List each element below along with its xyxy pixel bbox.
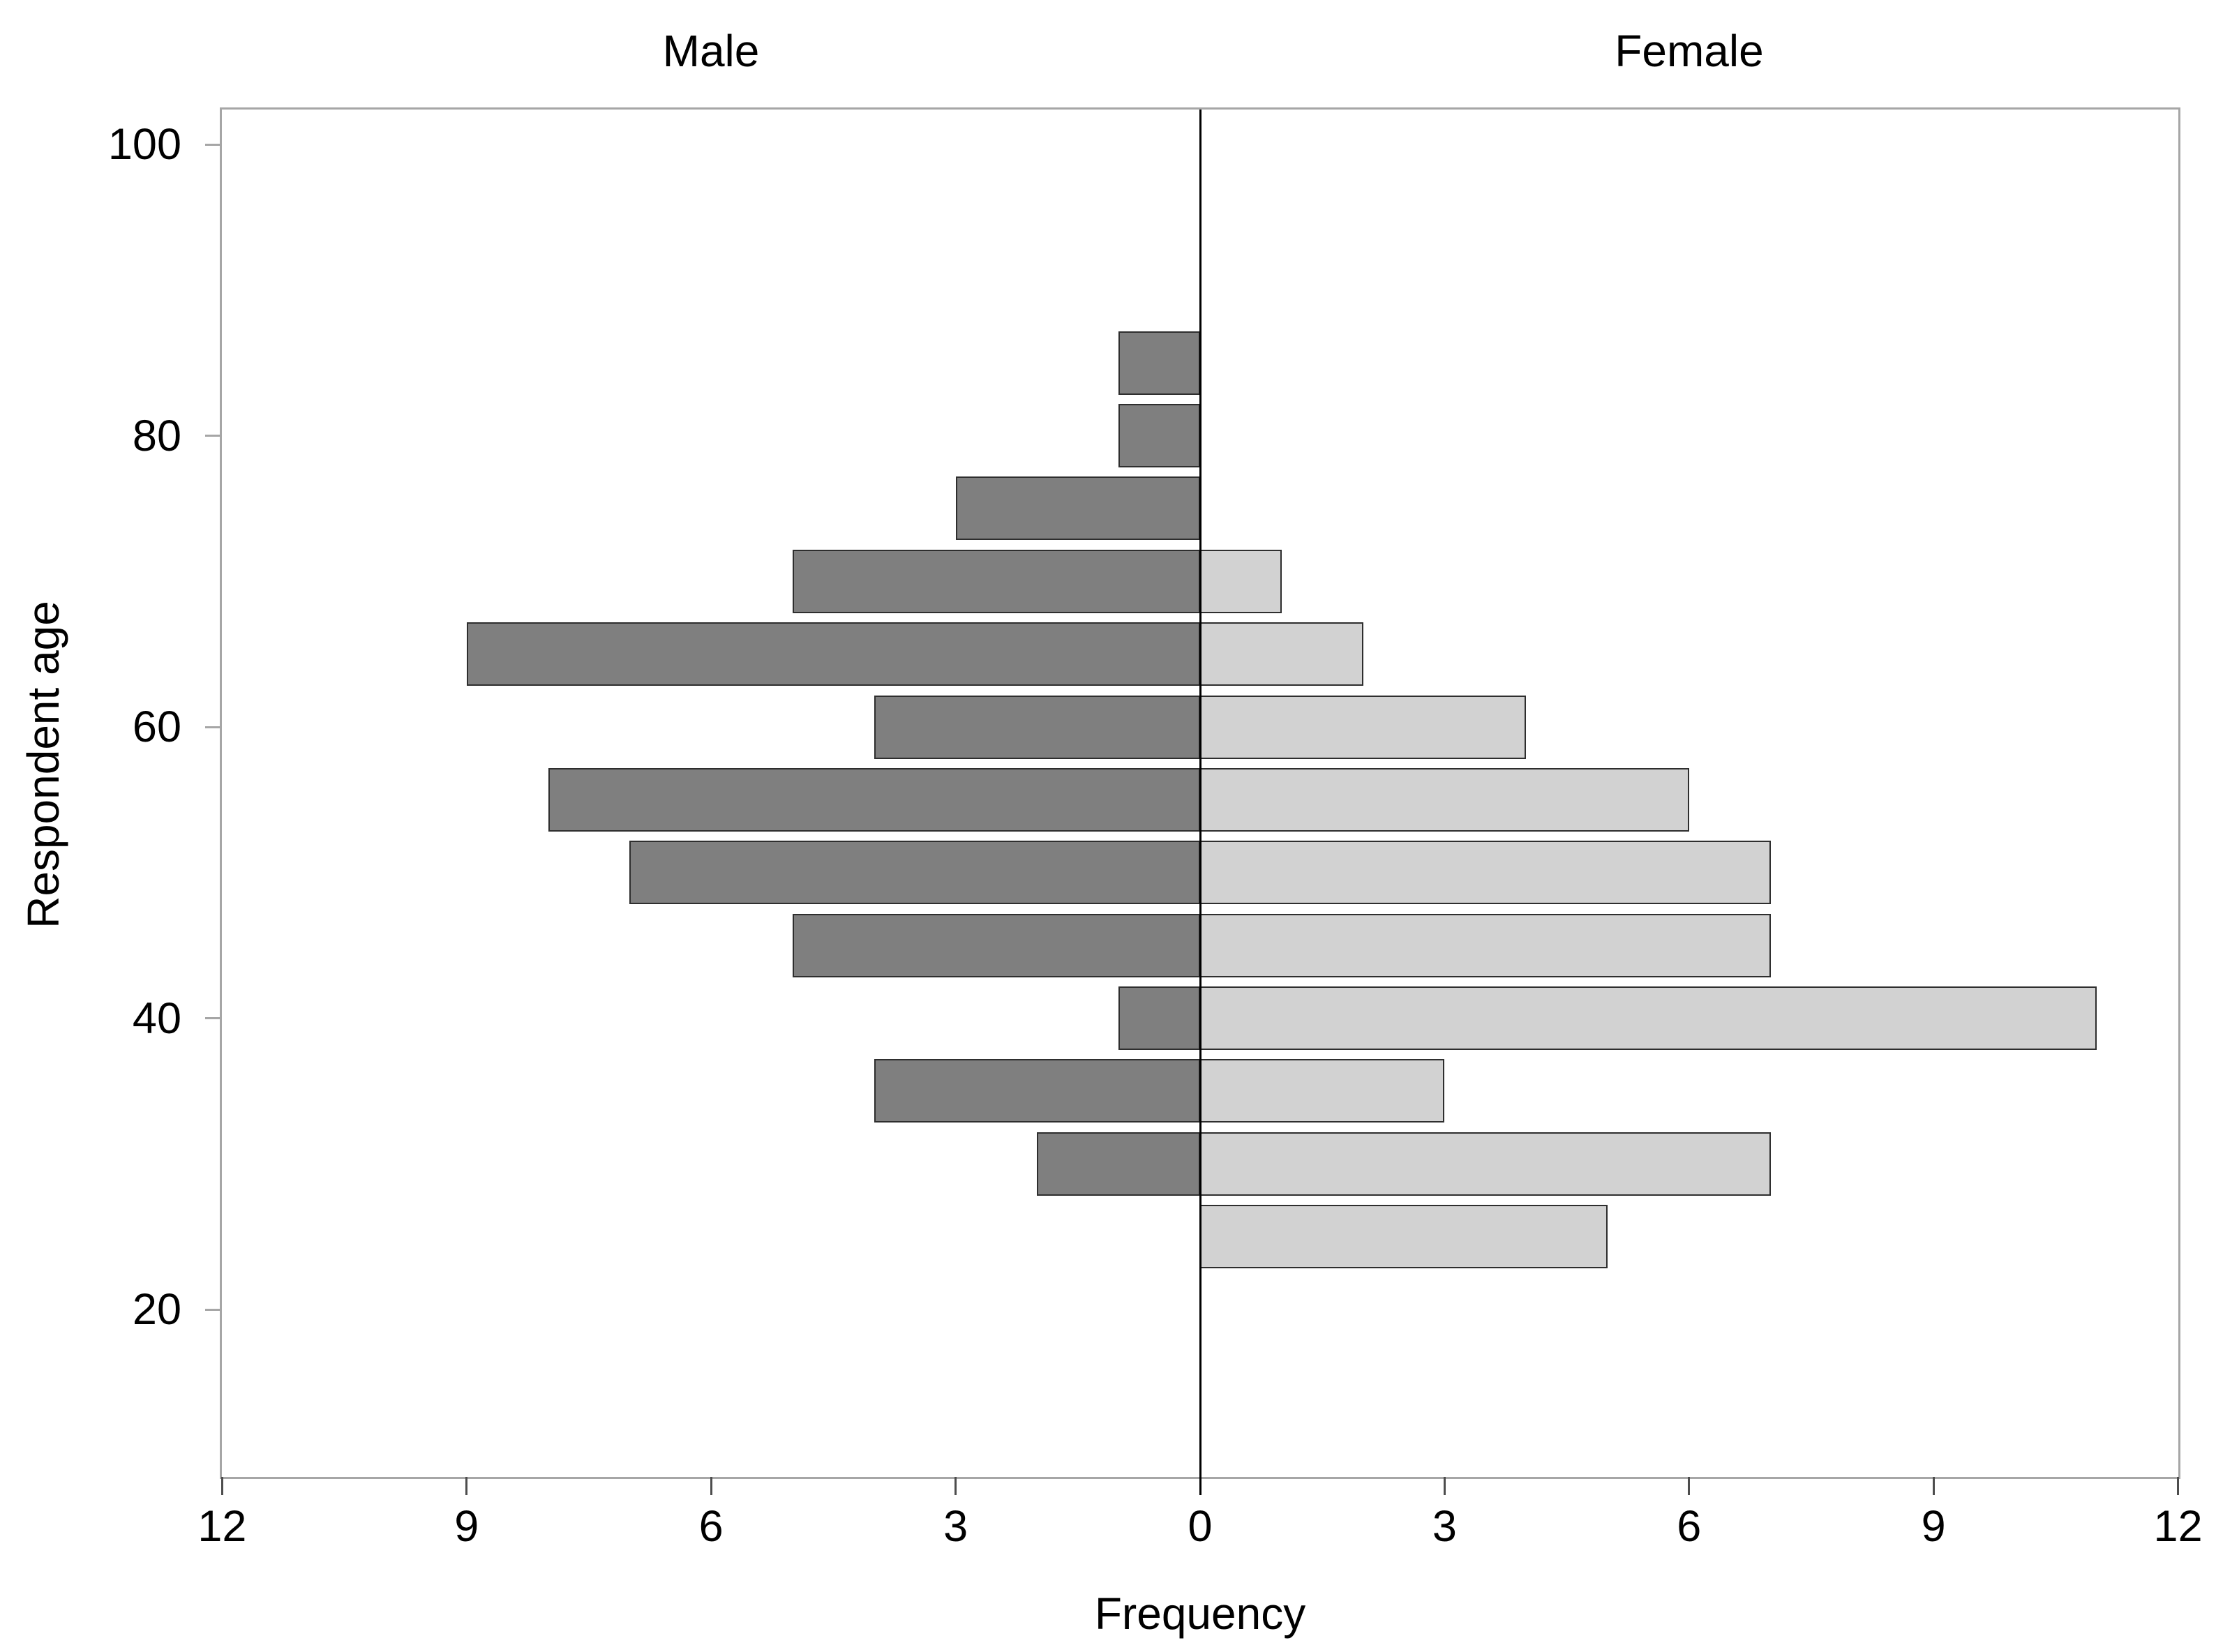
y-tick-80 [205, 435, 222, 437]
x-tick-3-right [1443, 1477, 1446, 1495]
male-bar-age-40 [1118, 986, 1200, 1051]
male-bar-age-65 [466, 622, 1200, 686]
female-bar-age-70 [1200, 549, 1282, 613]
male-bar-age-45 [793, 913, 1200, 977]
center-axis-line [1199, 110, 1201, 1495]
y-tick-label-80: 80 [132, 411, 181, 460]
y-tick-20 [205, 1308, 222, 1311]
x-tick-label-9-right: 9 [1921, 1502, 1946, 1551]
male-bar-age-30 [1037, 1132, 1200, 1196]
x-tick-label-12-left: 12 [197, 1502, 247, 1551]
right-panel-title: Female [1615, 26, 1764, 76]
y-tick-60 [205, 726, 222, 728]
male-bar-age-60 [874, 695, 1200, 759]
y-tick-label-40: 40 [132, 993, 181, 1043]
x-tick-6-right [1688, 1477, 1691, 1495]
x-tick-12-right [2177, 1477, 2180, 1495]
y-tick-label-60: 60 [132, 703, 181, 752]
male-bar-age-55 [548, 767, 1200, 832]
male-bar-age-75 [955, 476, 1200, 541]
x-tick-label-6-right: 6 [1677, 1502, 1702, 1551]
x-tick-label-3-right: 3 [1432, 1502, 1457, 1551]
y-tick-label-100: 100 [107, 120, 181, 170]
x-tick-label-12-right: 12 [2153, 1502, 2203, 1551]
female-bar-age-25 [1200, 1205, 1608, 1269]
x-tick-9-right [1932, 1477, 1935, 1495]
x-tick-3-left [954, 1477, 957, 1495]
female-bar-age-40 [1200, 986, 2097, 1051]
male-bar-age-70 [793, 549, 1200, 613]
y-tick-100 [205, 143, 222, 146]
female-bar-age-50 [1200, 841, 1771, 905]
left-panel-title: Male [662, 26, 760, 76]
x-tick-9-left [465, 1477, 468, 1495]
female-bar-age-30 [1200, 1132, 1771, 1196]
y-tick-label-20: 20 [132, 1285, 181, 1335]
x-tick-label-0: 0 [1188, 1502, 1213, 1551]
x-tick-label-3-left: 3 [943, 1502, 968, 1551]
x-tick-12-left [220, 1477, 223, 1495]
male-bar-age-85 [1118, 331, 1200, 395]
x-tick-label-9-left: 9 [454, 1502, 479, 1551]
male-bar-age-50 [629, 841, 1200, 905]
female-bar-age-60 [1200, 695, 1527, 759]
y-tick-40 [205, 1017, 222, 1020]
male-bar-age-35 [874, 1059, 1200, 1123]
x-tick-label-6-left: 6 [698, 1502, 724, 1551]
male-bar-age-80 [1118, 404, 1200, 468]
female-bar-age-55 [1200, 767, 1689, 832]
y-axis-title: Respondent age [18, 601, 68, 929]
female-bar-age-45 [1200, 913, 1771, 977]
female-bar-age-65 [1200, 622, 1363, 686]
x-tick-6-left [710, 1477, 712, 1495]
female-bar-age-35 [1200, 1059, 1445, 1123]
x-axis-title: Frequency [1094, 1589, 1306, 1639]
